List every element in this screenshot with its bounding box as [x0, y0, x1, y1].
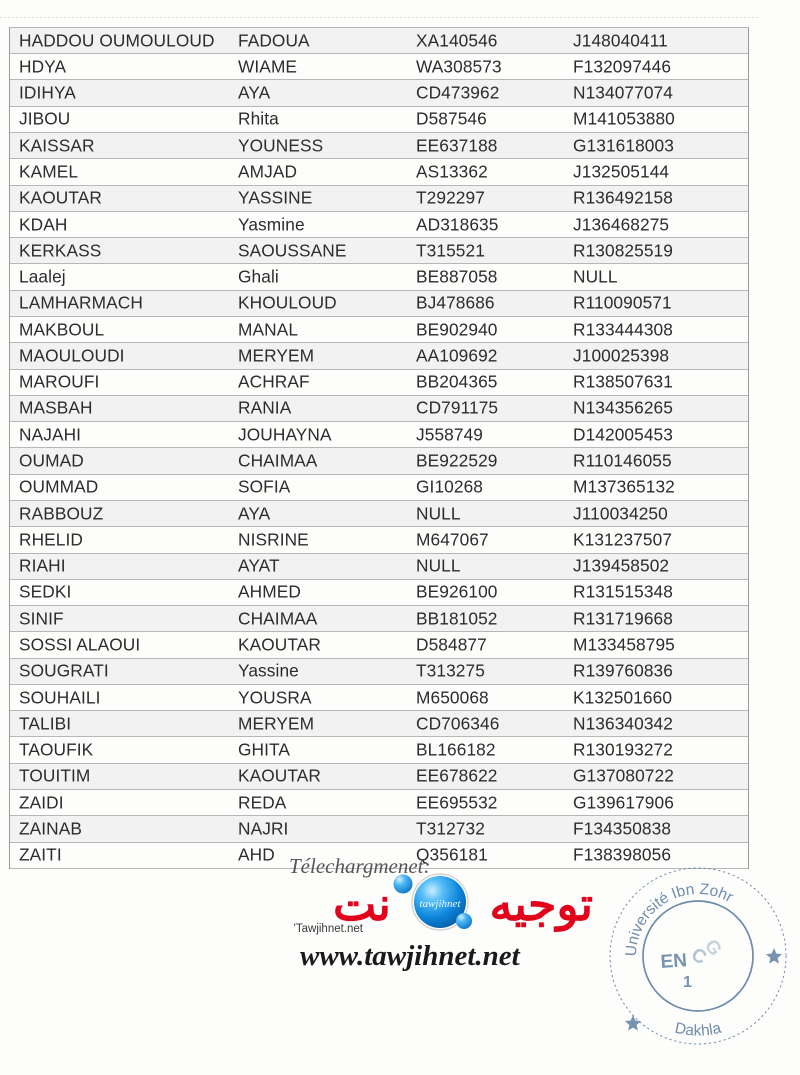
- svg-text:EN: EN: [660, 950, 688, 973]
- svg-text:توجيه: توجيه: [489, 878, 593, 932]
- svg-text:1: 1: [683, 974, 692, 991]
- svg-text:Dakhla: Dakhla: [673, 1020, 723, 1040]
- svg-text:tawjihnet: tawjihnet: [420, 898, 462, 910]
- svg-text:'Tawjihnet.net: 'Tawjihnet.net: [294, 923, 364, 935]
